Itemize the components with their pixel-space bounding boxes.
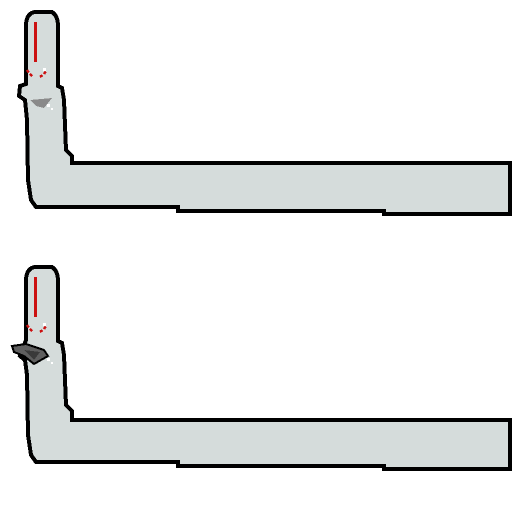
highlight-pixel (43, 323, 46, 326)
dark-eye-inner (24, 350, 40, 360)
highlight-pixel-2 (47, 104, 50, 107)
red-smile (26, 324, 48, 333)
red-stripe (34, 277, 37, 317)
highlight-pixel (43, 68, 46, 71)
highlight-pixel-3 (51, 362, 53, 364)
red-smile (26, 69, 48, 78)
sprite-frame-2 (10, 265, 512, 471)
pipe-body (16, 10, 512, 216)
pipe-body (17, 265, 512, 471)
sprite-frame-1 (16, 10, 512, 216)
red-stripe (34, 22, 37, 62)
highlight-pixel-2 (47, 358, 50, 361)
gray-wedge (30, 98, 52, 108)
highlight-pixel-3 (51, 108, 53, 110)
